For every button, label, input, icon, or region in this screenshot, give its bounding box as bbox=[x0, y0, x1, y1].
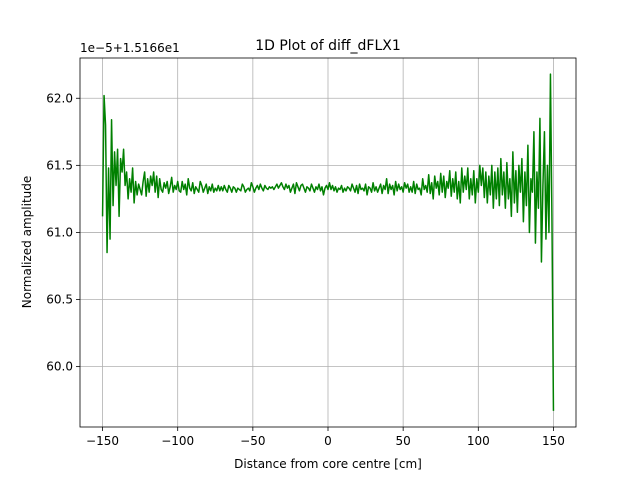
x-ticks: −150 −100 −50 0 50 100 150 bbox=[86, 427, 565, 448]
x-tick-label: 50 bbox=[396, 434, 411, 448]
y-tick-label: 60.0 bbox=[46, 360, 73, 374]
series-line bbox=[101, 73, 555, 411]
y-tick-label: 60.5 bbox=[46, 293, 73, 307]
x-axis-label: Distance from core centre [cm] bbox=[234, 457, 422, 471]
y-ticks: 60.0 60.5 61.0 61.5 62.0 bbox=[46, 91, 80, 374]
x-tick-label: −150 bbox=[86, 434, 119, 448]
x-tick-label: −50 bbox=[240, 434, 265, 448]
x-tick-label: 100 bbox=[467, 434, 490, 448]
x-tick-label: 0 bbox=[324, 434, 332, 448]
y-tick-label: 61.5 bbox=[46, 158, 73, 172]
chart-title: 1D Plot of diff_dFLX1 bbox=[255, 38, 401, 54]
grid bbox=[80, 58, 576, 427]
y-tick-label: 62.0 bbox=[46, 91, 73, 105]
y-tick-label: 61.0 bbox=[46, 225, 73, 239]
x-tick-label: 150 bbox=[542, 434, 565, 448]
y-offset-label: 1e−5+1.5166e1 bbox=[80, 41, 180, 55]
y-axis-label: Normalized amplitude bbox=[20, 176, 34, 309]
x-tick-label: −100 bbox=[161, 434, 194, 448]
